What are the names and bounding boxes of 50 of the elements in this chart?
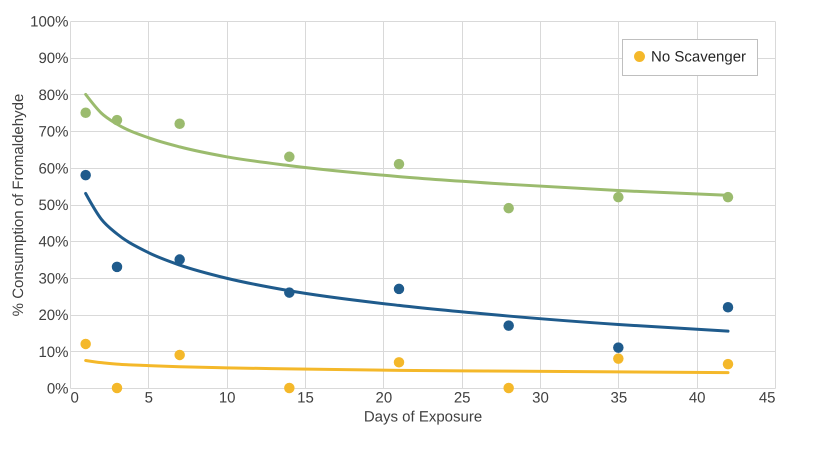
x-tick-label: 45: [758, 390, 776, 406]
point: [174, 350, 185, 360]
point: [613, 353, 624, 364]
y-tick-label: 50%: [38, 197, 68, 214]
y-tick-label: 20%: [38, 307, 68, 324]
point: [394, 284, 404, 294]
y-tick-label: 40%: [38, 234, 68, 251]
point: [112, 262, 122, 272]
x-tick-label: 10: [218, 390, 236, 406]
y-axis-title: % Consumption of Fromaldehyde: [10, 94, 28, 316]
point: [503, 320, 514, 331]
point: [503, 382, 514, 394]
point: [80, 170, 91, 180]
point: [80, 338, 91, 350]
point: [722, 358, 734, 370]
x-tick-label: 25: [454, 390, 471, 406]
y-tick-label: 80%: [38, 86, 68, 104]
x-tick-label: 5: [144, 390, 154, 406]
point: [80, 108, 91, 118]
point: [722, 192, 734, 202]
y-tick-label: 30%: [38, 270, 68, 288]
point: [613, 192, 624, 202]
y-tick-label: 60%: [38, 160, 68, 178]
point: [284, 287, 295, 298]
point: [722, 302, 734, 312]
point: [394, 357, 404, 368]
point: [503, 202, 514, 214]
legend-label: No Scavenger: [651, 48, 746, 66]
line-series: [84, 358, 730, 374]
y-tick-label: 10%: [38, 344, 68, 361]
y-tick-label: 70%: [38, 124, 68, 141]
point: [112, 114, 122, 126]
point: [394, 158, 404, 170]
x-axis-title: Days of Exposure: [364, 408, 482, 426]
line-series: [84, 192, 730, 333]
x-tick-label: 0: [70, 390, 79, 406]
point: [613, 342, 624, 353]
point: [112, 382, 122, 394]
x-tick-label: 15: [297, 390, 314, 406]
point: [284, 152, 295, 162]
x-tick-label: 35: [610, 390, 628, 406]
y-tick-label: 90%: [38, 50, 68, 68]
point: [174, 254, 185, 265]
x-tick-label: 40: [688, 390, 706, 406]
y-tick-label: 0%: [46, 380, 68, 398]
point: [284, 382, 295, 394]
x-tick-label: 20: [375, 390, 392, 406]
x-tick-label: 30: [532, 390, 549, 406]
point: [174, 118, 185, 129]
y-tick-label: 100%: [30, 14, 68, 30]
